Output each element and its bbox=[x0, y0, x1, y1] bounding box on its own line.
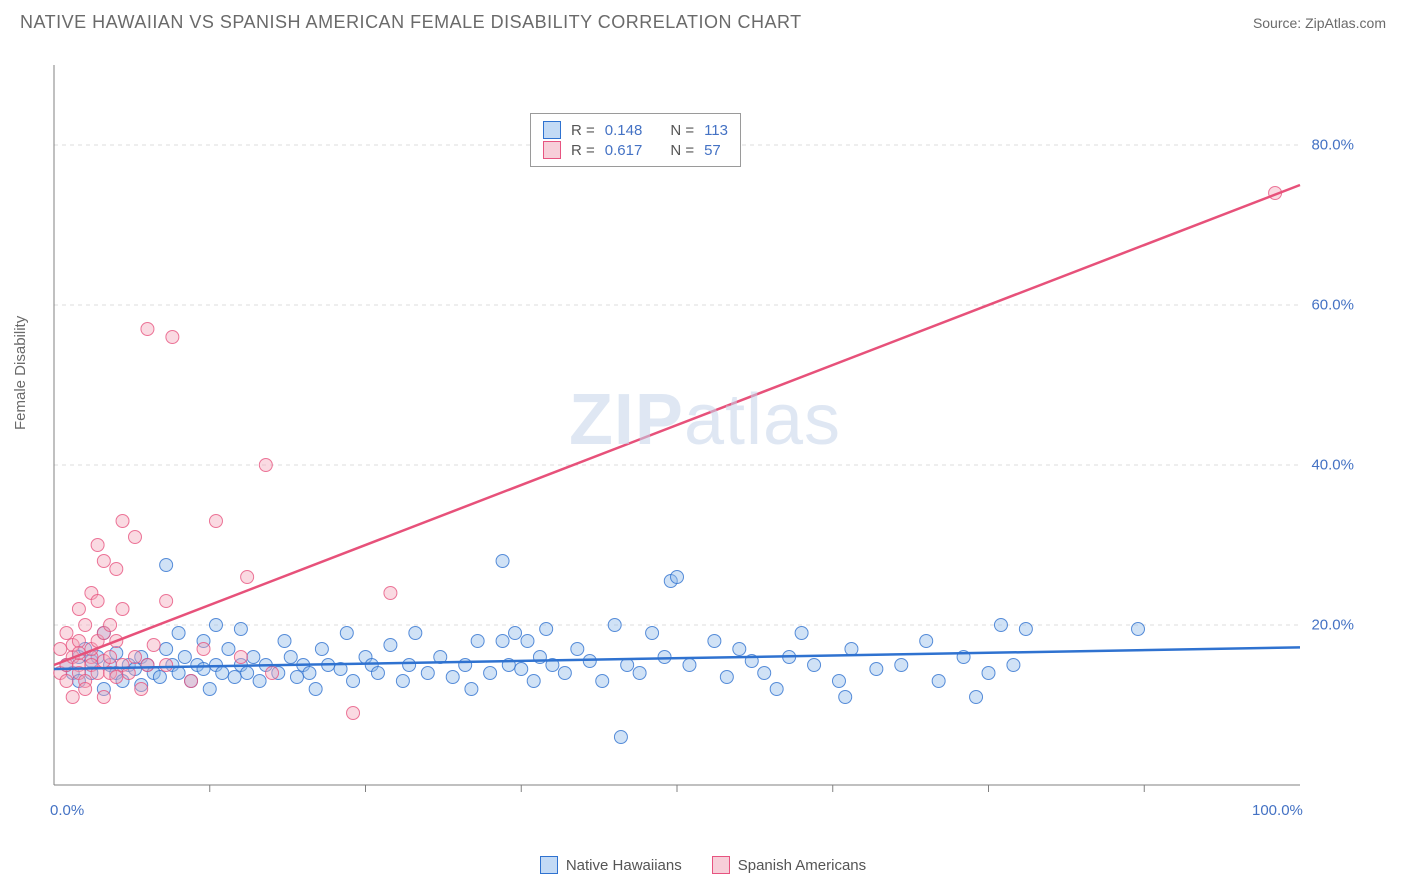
chart-title: NATIVE HAWAIIAN VS SPANISH AMERICAN FEMA… bbox=[20, 12, 802, 33]
legend-swatch bbox=[712, 856, 730, 874]
n-label: N = bbox=[670, 142, 694, 159]
legend-label: Spanish Americans bbox=[738, 857, 866, 874]
chart-area: ZIPatlas R = 0.148 N = 113 R = 0.617 N =… bbox=[50, 55, 1360, 815]
legend-swatch bbox=[543, 121, 561, 139]
y-tick-label: 20.0% bbox=[1311, 617, 1354, 634]
scatter-plot bbox=[50, 55, 1360, 815]
source-attribution: Source: ZipAtlas.com bbox=[1253, 15, 1386, 31]
r-value: 0.617 bbox=[605, 142, 643, 159]
r-label: R = bbox=[571, 142, 595, 159]
x-tick-label: 100.0% bbox=[1252, 802, 1303, 819]
legend-item: Spanish Americans bbox=[712, 856, 866, 874]
legend-swatch bbox=[543, 141, 561, 159]
legend-item: Native Hawaiians bbox=[540, 856, 682, 874]
r-value: 0.148 bbox=[605, 122, 643, 139]
n-value: 57 bbox=[704, 142, 721, 159]
correlation-legend: R = 0.148 N = 113 R = 0.617 N = 57 bbox=[530, 113, 741, 167]
legend-label: Native Hawaiians bbox=[566, 857, 682, 874]
y-tick-label: 80.0% bbox=[1311, 137, 1354, 154]
legend-swatch bbox=[540, 856, 558, 874]
series-legend: Native Hawaiians Spanish Americans bbox=[0, 856, 1406, 874]
x-tick-label: 0.0% bbox=[50, 802, 84, 819]
legend-row: R = 0.617 N = 57 bbox=[543, 140, 728, 160]
legend-row: R = 0.148 N = 113 bbox=[543, 120, 728, 140]
y-tick-label: 40.0% bbox=[1311, 457, 1354, 474]
n-value: 113 bbox=[704, 122, 728, 139]
y-axis-label: Female Disability bbox=[12, 316, 29, 430]
r-label: R = bbox=[571, 122, 595, 139]
n-label: N = bbox=[670, 122, 694, 139]
y-tick-label: 60.0% bbox=[1311, 297, 1354, 314]
